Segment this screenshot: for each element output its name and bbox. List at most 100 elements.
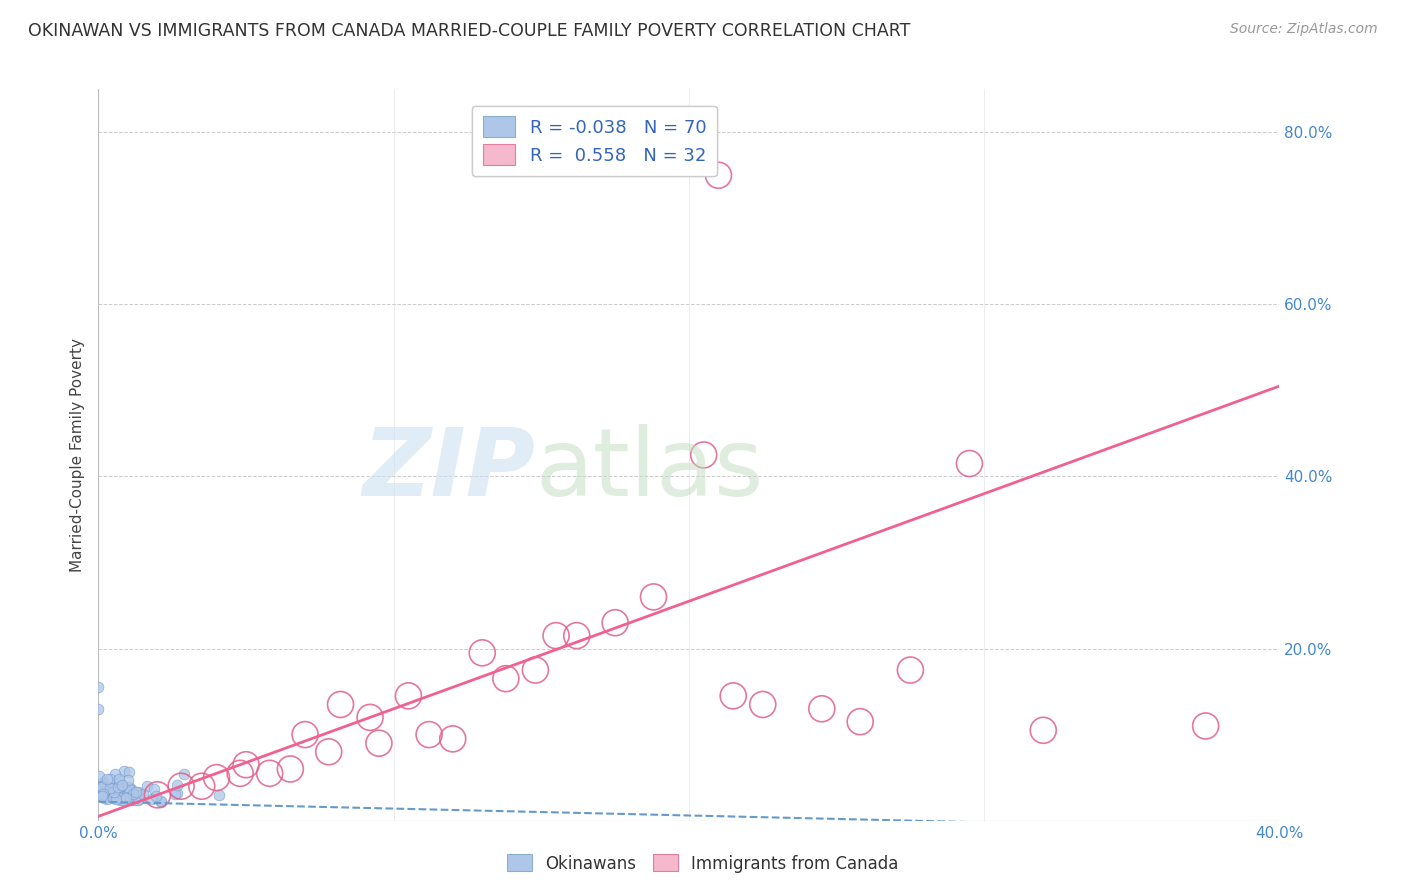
Point <box>118 780 141 794</box>
Point <box>278 762 302 776</box>
Point <box>208 788 231 802</box>
Point <box>104 767 127 781</box>
Point <box>170 779 193 793</box>
Point <box>900 663 922 677</box>
Point <box>546 629 568 643</box>
Point <box>150 795 173 809</box>
Point <box>125 788 148 802</box>
Point <box>98 772 121 787</box>
Point <box>145 789 167 803</box>
Point <box>103 785 125 799</box>
Point <box>91 780 114 794</box>
Point <box>107 772 129 787</box>
Point <box>115 790 138 805</box>
Point <box>125 785 148 799</box>
Point <box>91 775 114 789</box>
Point <box>235 757 257 772</box>
Point <box>127 785 149 799</box>
Point <box>146 788 169 802</box>
Point <box>103 780 125 794</box>
Point <box>565 629 588 643</box>
Point <box>112 764 135 778</box>
Point <box>124 793 146 807</box>
Point <box>165 787 187 801</box>
Point <box>707 168 730 182</box>
Point <box>122 788 145 802</box>
Text: atlas: atlas <box>536 424 763 516</box>
Point <box>441 731 464 746</box>
Text: OKINAWAN VS IMMIGRANTS FROM CANADA MARRIED-COUPLE FAMILY POVERTY CORRELATION CHA: OKINAWAN VS IMMIGRANTS FROM CANADA MARRI… <box>28 22 911 40</box>
Point <box>91 785 114 799</box>
Point <box>229 766 252 780</box>
Point <box>166 779 188 793</box>
Point <box>91 787 114 801</box>
Point <box>93 790 115 805</box>
Point <box>136 779 159 793</box>
Point <box>368 736 391 750</box>
Point <box>205 771 228 785</box>
Point <box>96 772 118 787</box>
Point <box>111 784 134 798</box>
Point <box>108 791 131 805</box>
Point <box>112 785 135 799</box>
Point <box>117 784 139 798</box>
Point <box>524 663 547 677</box>
Point <box>105 781 128 796</box>
Point <box>117 773 139 788</box>
Point <box>87 781 110 796</box>
Point <box>91 780 114 795</box>
Point <box>294 728 316 742</box>
Point <box>101 785 124 799</box>
Point <box>141 792 163 806</box>
Point <box>173 767 195 781</box>
Point <box>810 702 832 716</box>
Legend: Okinawans, Immigrants from Canada: Okinawans, Immigrants from Canada <box>501 847 905 880</box>
Point <box>120 793 142 807</box>
Point <box>359 710 381 724</box>
Point <box>107 772 129 786</box>
Point <box>191 779 214 793</box>
Point <box>108 793 131 807</box>
Point <box>120 782 142 797</box>
Point <box>89 780 111 795</box>
Point <box>471 646 494 660</box>
Point <box>142 781 165 796</box>
Point <box>118 781 141 796</box>
Point <box>1032 723 1054 738</box>
Point <box>96 780 118 794</box>
Point <box>495 672 517 686</box>
Point <box>1195 719 1218 733</box>
Point <box>849 714 872 729</box>
Point <box>149 794 172 808</box>
Point <box>105 792 128 806</box>
Point <box>318 745 340 759</box>
Point <box>98 780 121 795</box>
Point <box>101 790 124 805</box>
Point <box>107 780 129 794</box>
Point <box>396 689 419 703</box>
Point <box>605 615 627 630</box>
Point <box>329 698 352 712</box>
Point <box>87 781 110 796</box>
Legend: R = -0.038   N = 70, R =  0.558   N = 32: R = -0.038 N = 70, R = 0.558 N = 32 <box>472 105 717 176</box>
Point <box>128 792 150 806</box>
Point <box>118 765 141 780</box>
Point <box>132 787 155 801</box>
Point <box>93 780 115 795</box>
Point <box>94 782 117 797</box>
Point <box>127 793 149 807</box>
Point <box>723 689 745 703</box>
Point <box>103 780 125 794</box>
Point <box>90 789 112 804</box>
Text: Source: ZipAtlas.com: Source: ZipAtlas.com <box>1230 22 1378 37</box>
Point <box>87 769 110 783</box>
Point <box>96 792 118 806</box>
Point <box>643 590 665 604</box>
Point <box>91 777 114 791</box>
Point <box>166 786 188 800</box>
Point <box>111 778 134 792</box>
Point <box>693 448 716 462</box>
Point <box>259 766 281 780</box>
Point <box>112 793 135 807</box>
Point <box>90 781 112 796</box>
